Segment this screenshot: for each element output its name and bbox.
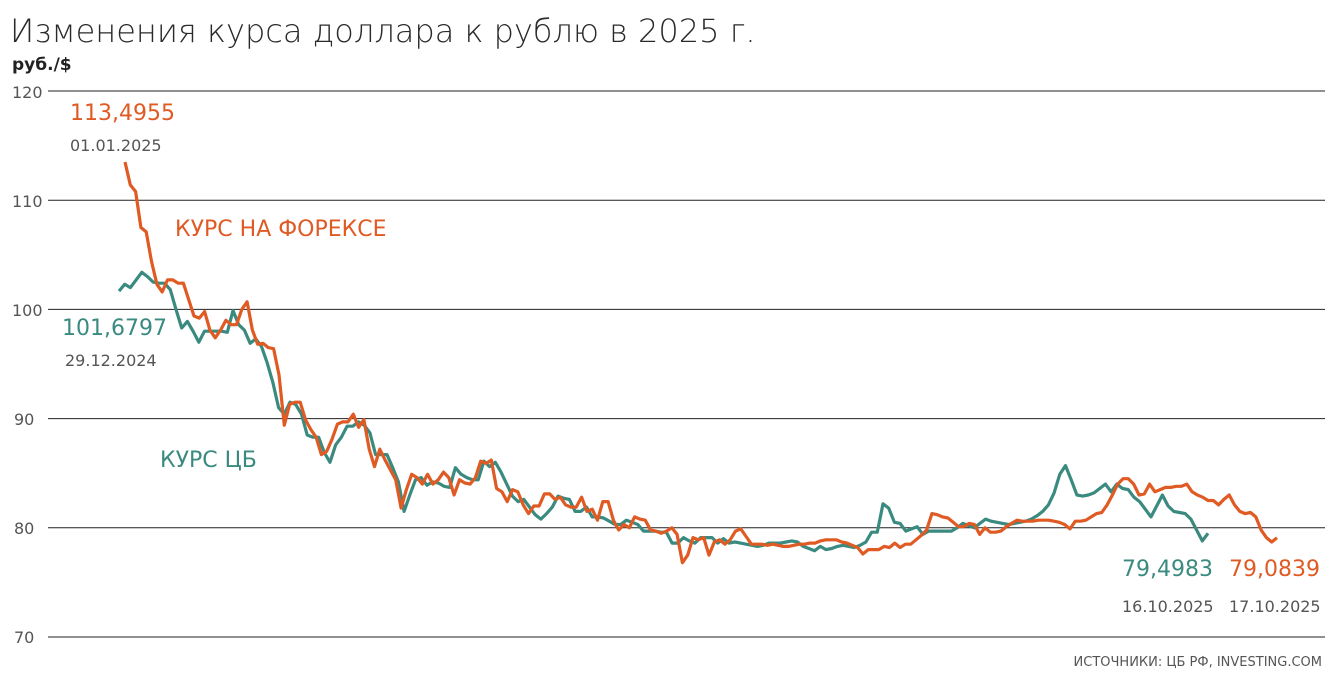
- forex-start-date: 01.01.2025: [70, 136, 162, 155]
- cb-end-value: 79,4983: [1122, 557, 1213, 582]
- y-tick-70: 70: [14, 628, 34, 647]
- source-note: ИСТОЧНИКИ: ЦБ РФ, INVESTING.COM: [1074, 655, 1322, 670]
- y-tick-120: 120: [12, 83, 43, 102]
- cb-start-value: 101,6797: [62, 316, 167, 341]
- grid: [48, 90, 1325, 638]
- chart-title: Изменения курса доллара к рублю в 2025 г…: [10, 12, 756, 50]
- y-tick-80: 80: [14, 519, 34, 538]
- series-label-cb: КУРС ЦБ: [160, 448, 257, 473]
- forex-start-value: 113,4955: [70, 101, 175, 126]
- cb-end-date: 16.10.2025: [1122, 597, 1214, 616]
- forex-end-date: 17.10.2025: [1229, 597, 1321, 616]
- y-axis-unit: руб./$: [12, 55, 72, 75]
- series-label-forex: КУРС НА ФОРЕКСЕ: [175, 217, 387, 242]
- forex-end-value: 79,0839: [1229, 557, 1320, 582]
- y-tick-labels: 70 80 90 100 110 120: [12, 83, 43, 647]
- y-tick-100: 100: [12, 301, 43, 320]
- y-tick-110: 110: [12, 192, 43, 211]
- y-tick-90: 90: [14, 410, 34, 429]
- series-line-forex: [123, 161, 1278, 565]
- cb-start-date: 29.12.2024: [65, 351, 157, 370]
